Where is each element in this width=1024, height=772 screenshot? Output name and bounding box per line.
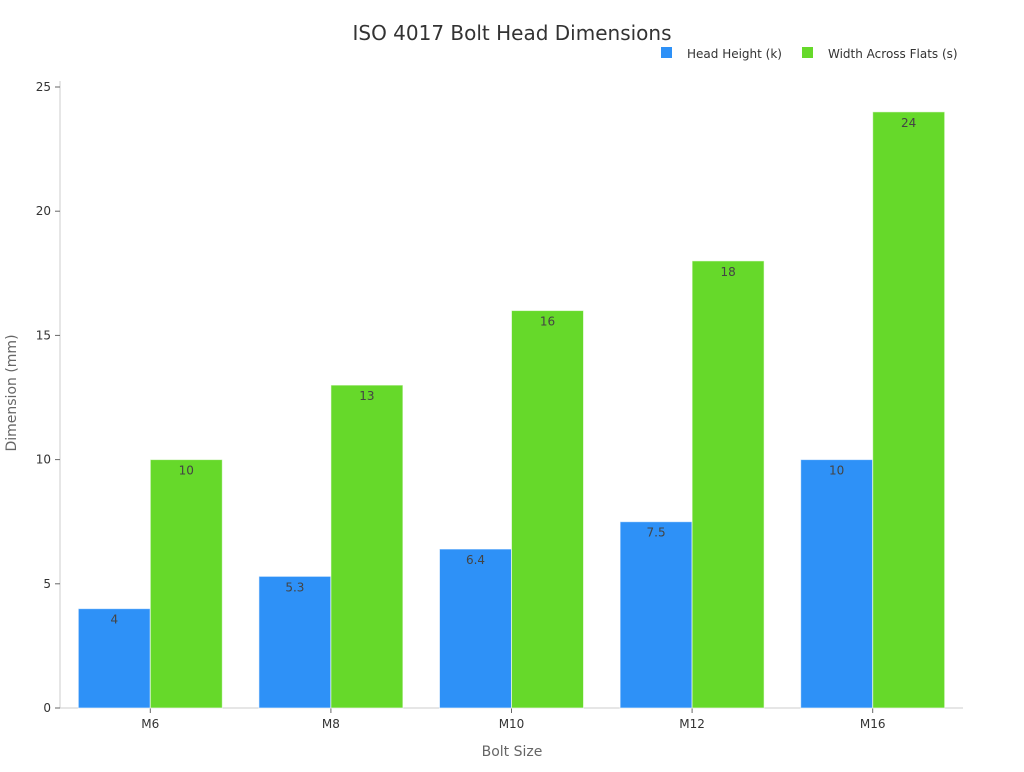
bar-M6-1 [149,459,223,709]
data-label: 4 [110,613,118,627]
legend-swatch [661,47,672,58]
bar-M6-0 [77,608,151,709]
x-axis-label: Bolt Size [482,744,543,760]
y-tick-label: 0 [43,701,51,715]
data-label: 16 [540,315,555,329]
legend-label: Width Across Flats (s) [828,47,958,61]
y-axis-label: Dimension (mm) [4,334,20,451]
data-label: 10 [179,464,194,478]
bar-M8-0 [258,575,332,709]
bar-M16-1 [872,111,946,709]
data-label: 7.5 [647,526,666,540]
x-tick-label: M16 [860,717,886,731]
bar-M8-1 [330,384,404,709]
y-tick-label: 5 [43,577,51,591]
data-label: 6.4 [466,553,485,567]
legend-swatch [802,47,813,58]
data-label: 24 [901,116,916,130]
y-tick-label: 20 [36,204,51,218]
bar-M10-0 [439,548,512,709]
y-tick-label: 25 [36,80,51,94]
data-label: 13 [359,389,374,403]
bar-M10-1 [511,310,584,709]
x-tick-label: M12 [679,717,705,731]
bar-M16-0 [800,459,874,709]
x-tick-label: M6 [141,717,159,731]
x-tick-label: M8 [322,717,340,731]
bar-M12-0 [619,521,693,709]
y-tick-label: 10 [36,453,51,467]
data-labels: 4 10 5.3 13 6.4 16 7.5 18 10 24 [110,116,916,627]
data-label: 5.3 [285,580,304,594]
chart-title: ISO 4017 Bolt Head Dimensions [352,21,671,45]
legend-label: Head Height (k) [687,47,782,61]
bars [77,111,946,709]
bar-M12-1 [691,260,765,709]
data-label: 10 [829,464,844,478]
legend: Head Height (k) Width Across Flats (s) [661,47,958,61]
y-tick-label: 15 [36,328,51,342]
x-tick-label: M10 [499,717,525,731]
data-label: 18 [720,265,735,279]
